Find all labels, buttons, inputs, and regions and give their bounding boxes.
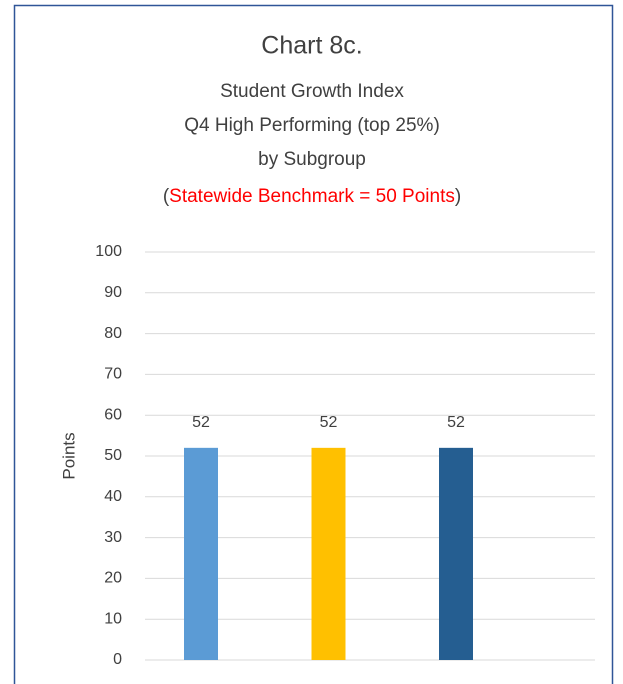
chart-subtitle: Q4 High Performing (top 25%) xyxy=(184,115,440,136)
y-tick-label: 30 xyxy=(104,529,122,546)
bar xyxy=(311,447,346,660)
chart-subtitle: by Subgroup xyxy=(258,149,366,170)
benchmark-note: (Statewide Benchmark = 50 Points) xyxy=(163,186,461,207)
data-label: 52 xyxy=(447,414,465,431)
y-tick-label: 90 xyxy=(104,284,122,301)
data-label: 52 xyxy=(192,414,210,431)
y-tick-label: 0 xyxy=(113,651,122,668)
note-part: ( xyxy=(163,186,170,207)
chart-title: Chart 8c. xyxy=(261,32,362,60)
data-label: 52 xyxy=(320,414,338,431)
bar xyxy=(184,447,218,660)
note-part: ) xyxy=(455,186,461,207)
y-axis-label: Points xyxy=(59,432,78,479)
bar xyxy=(439,447,473,660)
y-tick-label: 60 xyxy=(104,406,122,423)
y-tick-label: 20 xyxy=(104,570,122,587)
y-tick-label: 80 xyxy=(104,325,122,342)
y-tick-label: 40 xyxy=(104,488,122,505)
y-tick-label: 70 xyxy=(104,366,122,383)
y-tick-label: 100 xyxy=(95,243,122,260)
y-tick-label: 50 xyxy=(104,447,122,464)
chart-subtitle: Student Growth Index xyxy=(220,81,404,102)
y-tick-label: 10 xyxy=(104,610,122,627)
note-part: Statewide Benchmark = 50 Points xyxy=(169,186,455,207)
